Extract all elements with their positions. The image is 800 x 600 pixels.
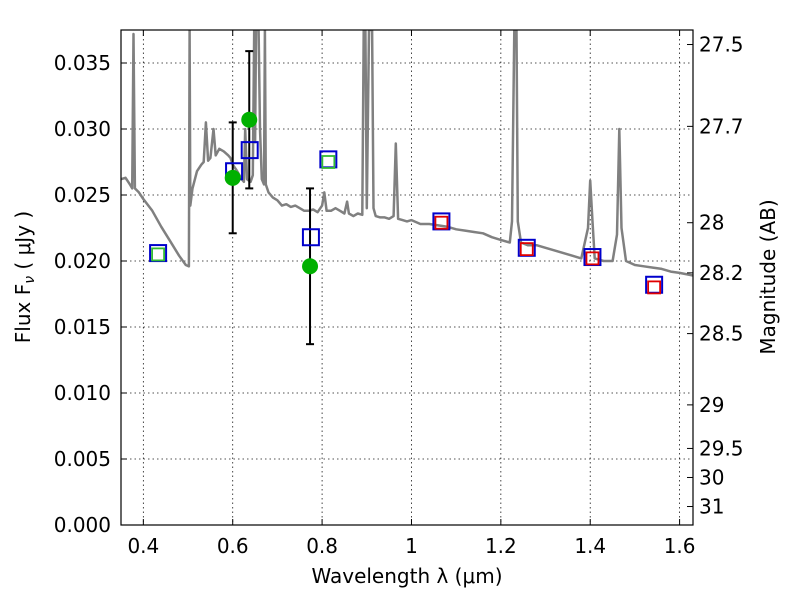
x-tick-label: 1.2: [485, 534, 517, 558]
red-open-square: [434, 215, 449, 230]
y-tick-label: 0.030: [54, 117, 111, 141]
y-tick-label: 0.015: [54, 315, 111, 339]
observed-point: [241, 111, 258, 128]
red-open-square: [585, 251, 600, 266]
y-tick-label: 0.025: [54, 183, 111, 207]
x-tick-label: 1.4: [574, 534, 606, 558]
magnitude-tick-label: 30: [699, 465, 724, 489]
model-blue-square: [240, 141, 259, 160]
x-tick-label: 0.8: [306, 534, 338, 558]
magnitude-tick-label: 27.5: [699, 33, 744, 57]
y-axis-title-main: Flux F: [11, 284, 35, 343]
magnitude-axis-ticks: 27.5 27.7 28 28.2 28.5 29 29.5 30 31: [687, 33, 744, 519]
model-spectrum-line: [121, 30, 693, 277]
green-open-square: [151, 247, 165, 262]
y-axis-ticks: 0.000 0.005 0.010 0.015 0.020 0.025 0.030 0.035: [54, 51, 127, 537]
y-axis-title-unit: ( μJy ): [11, 211, 35, 276]
y-tick-label: 0.000: [54, 513, 111, 537]
y-axis-title: Flux Fν ( μJy ): [11, 211, 38, 343]
y-tick-label: 0.020: [54, 249, 111, 273]
x-tick-label: 1.6: [664, 534, 696, 558]
magnitude-tick-label: 27.7: [699, 114, 744, 138]
x-axis-ticks: 0.4 0.6 0.8 1 1.2 1.4 1.6: [127, 30, 696, 558]
plot-frame: [120, 29, 694, 526]
y-tick-label: 0.005: [54, 447, 111, 471]
magnitude-tick-label: 31: [699, 495, 724, 519]
magnitude-tick-label: 29: [699, 393, 724, 417]
x-tick-label: 1: [405, 534, 418, 558]
magnitude-tick-label: 28.5: [699, 322, 744, 346]
marker-layer: [149, 111, 664, 295]
x-tick-label: 0.6: [217, 534, 249, 558]
plot-area: [121, 30, 693, 346]
green-open-square: [321, 155, 336, 169]
magnitude-tick-label: 29.5: [699, 436, 744, 460]
magnitude-tick-label: 28: [699, 211, 724, 235]
x-tick-label: 0.4: [127, 534, 159, 558]
red-open-square: [647, 280, 662, 295]
model-blue-square: [301, 228, 320, 247]
magnitude-tick-label: 28.2: [699, 261, 744, 285]
magnitude-axis-title: Magnitude (AB): [756, 199, 780, 354]
red-open-square: [519, 242, 534, 257]
observed-point: [224, 169, 241, 186]
observed-point: [302, 258, 319, 275]
y-axis-title-sub: ν: [22, 276, 38, 284]
x-axis-title: Wavelength λ (μm): [311, 564, 502, 588]
grid-layer: [121, 30, 693, 526]
y-tick-label: 0.035: [54, 51, 111, 75]
y-tick-label: 0.010: [54, 381, 111, 405]
